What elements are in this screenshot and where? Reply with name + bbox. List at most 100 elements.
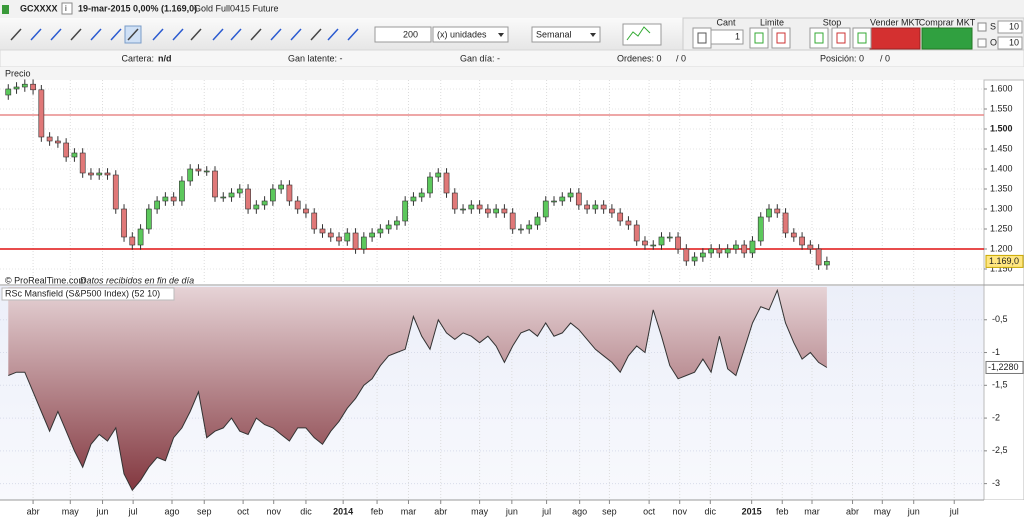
candle-body[interactable] (592, 204, 599, 210)
candle-body[interactable] (526, 224, 533, 230)
candle-body[interactable] (493, 208, 499, 214)
candle-body[interactable] (666, 236, 673, 239)
candle-body[interactable] (195, 168, 202, 172)
candle-body[interactable] (38, 89, 45, 138)
candle-body[interactable] (691, 256, 698, 262)
candle-body[interactable] (327, 232, 334, 238)
candle-body[interactable] (13, 86, 20, 90)
candle-body[interactable] (88, 172, 94, 176)
candle-body[interactable] (733, 244, 739, 250)
candle-body[interactable] (55, 140, 61, 144)
order-tool[interactable] (692, 27, 712, 49)
candle-body[interactable] (162, 196, 169, 202)
candle-body[interactable] (815, 248, 822, 266)
candle-body[interactable] (518, 228, 524, 231)
candle-body[interactable] (749, 240, 756, 254)
candle-body[interactable] (360, 236, 367, 250)
candle-body[interactable] (451, 192, 458, 210)
candle-body[interactable] (253, 204, 260, 210)
candle-body[interactable] (741, 244, 748, 254)
candle-body[interactable] (699, 252, 706, 258)
candle-body[interactable] (245, 188, 251, 210)
candle-body[interactable] (261, 200, 268, 206)
candle-body[interactable] (170, 196, 177, 202)
candle-body[interactable] (319, 228, 326, 234)
candle-body[interactable] (658, 236, 665, 246)
candle-body[interactable] (427, 176, 433, 194)
checkbox[interactable] (977, 38, 987, 48)
candle-body[interactable] (112, 174, 119, 210)
candle-body[interactable] (708, 248, 714, 254)
candle-body[interactable] (286, 184, 293, 202)
candle-body[interactable] (799, 236, 805, 246)
buy-button[interactable] (921, 27, 973, 50)
candle-body[interactable] (683, 248, 690, 262)
candle-body[interactable] (352, 232, 359, 250)
candle-body[interactable] (336, 236, 342, 242)
candle-body[interactable] (468, 204, 475, 210)
candle-body[interactable] (121, 208, 127, 238)
candle-body[interactable] (551, 200, 557, 203)
candle-body[interactable] (501, 208, 508, 214)
candle-body[interactable] (30, 83, 36, 91)
candle-body[interactable] (402, 200, 409, 222)
order-tool[interactable] (831, 27, 851, 49)
candle-body[interactable] (807, 244, 814, 250)
candle-body[interactable] (650, 244, 657, 247)
candle-body[interactable] (724, 248, 731, 254)
candle-body[interactable] (625, 220, 632, 226)
candle-body[interactable] (394, 220, 400, 226)
candle-body[interactable] (443, 172, 450, 194)
info-button[interactable] (61, 2, 73, 15)
candle-body[interactable] (757, 216, 764, 242)
candle-body[interactable] (584, 204, 590, 210)
candle-body[interactable] (228, 192, 235, 198)
candle-body[interactable] (270, 188, 276, 202)
candle-body[interactable] (410, 196, 417, 202)
candle-body[interactable] (21, 83, 28, 88)
candle-body[interactable] (476, 204, 483, 210)
candle-body[interactable] (137, 228, 144, 246)
candle-body[interactable] (5, 88, 12, 96)
quantity-input[interactable] (374, 26, 432, 43)
order-tool[interactable] (809, 27, 829, 49)
candle-body[interactable] (485, 208, 491, 214)
candle-body[interactable] (179, 180, 185, 202)
candle-body[interactable] (766, 208, 772, 218)
symbol[interactable]: GCXXXX (20, 3, 58, 13)
candle-body[interactable] (145, 208, 152, 230)
candle-body[interactable] (63, 142, 70, 158)
candle-body[interactable] (212, 170, 218, 198)
candle-body[interactable] (294, 200, 301, 210)
candle-body[interactable] (220, 196, 227, 199)
candle-body[interactable] (600, 204, 607, 210)
candle-body[interactable] (79, 152, 86, 174)
candle-body[interactable] (236, 188, 243, 194)
candle-body[interactable] (418, 192, 425, 198)
candle-body[interactable] (187, 168, 194, 182)
units-select[interactable] (432, 26, 509, 43)
order-tool[interactable] (749, 27, 769, 49)
candle-body[interactable] (617, 212, 624, 222)
candle-body[interactable] (460, 208, 466, 211)
checkbox[interactable] (977, 22, 987, 32)
candle-body[interactable] (782, 212, 789, 234)
candle-body[interactable] (96, 172, 103, 176)
candle-body[interactable] (129, 236, 136, 246)
sell-button[interactable] (869, 27, 921, 50)
candle-body[interactable] (46, 136, 53, 142)
o-input[interactable] (997, 36, 1023, 50)
candle-body[interactable] (716, 248, 723, 254)
candle-body[interactable] (303, 208, 309, 214)
period-select[interactable] (531, 26, 601, 43)
candle-body[interactable] (575, 192, 582, 206)
candle-body[interactable] (385, 224, 392, 230)
candle-body[interactable] (609, 208, 615, 214)
candle-body[interactable] (278, 184, 285, 190)
s-input[interactable] (997, 20, 1023, 34)
candle-body[interactable] (633, 224, 640, 242)
candle-body[interactable] (344, 232, 351, 242)
candle-body[interactable] (534, 216, 541, 226)
candle-body[interactable] (790, 232, 797, 238)
candle-body[interactable] (311, 212, 318, 230)
